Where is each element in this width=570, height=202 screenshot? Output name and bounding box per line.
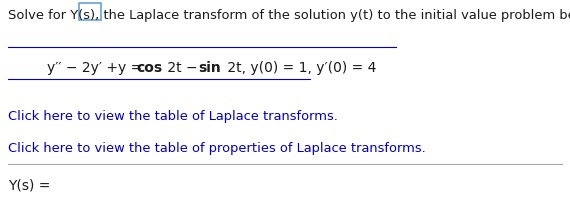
Bar <box>79 4 101 21</box>
Text: y′′ − 2y′ +y =: y′′ − 2y′ +y = <box>47 61 146 75</box>
Text: Click here to view the table of Laplace transforms.: Click here to view the table of Laplace … <box>8 109 338 122</box>
Text: 2t −: 2t − <box>163 61 202 75</box>
Text: Click here to view the table of properties of Laplace transforms.: Click here to view the table of properti… <box>8 141 426 154</box>
Text: 2t, y(0) = 1, y′(0) = 4: 2t, y(0) = 1, y′(0) = 4 <box>223 61 376 75</box>
Text: sin: sin <box>198 61 221 75</box>
Text: Y(s) =: Y(s) = <box>8 178 55 192</box>
Text: Solve for Y(s), the Laplace transform of the solution y(t) to the initial value : Solve for Y(s), the Laplace transform of… <box>8 9 570 22</box>
Text: cos: cos <box>137 61 163 75</box>
